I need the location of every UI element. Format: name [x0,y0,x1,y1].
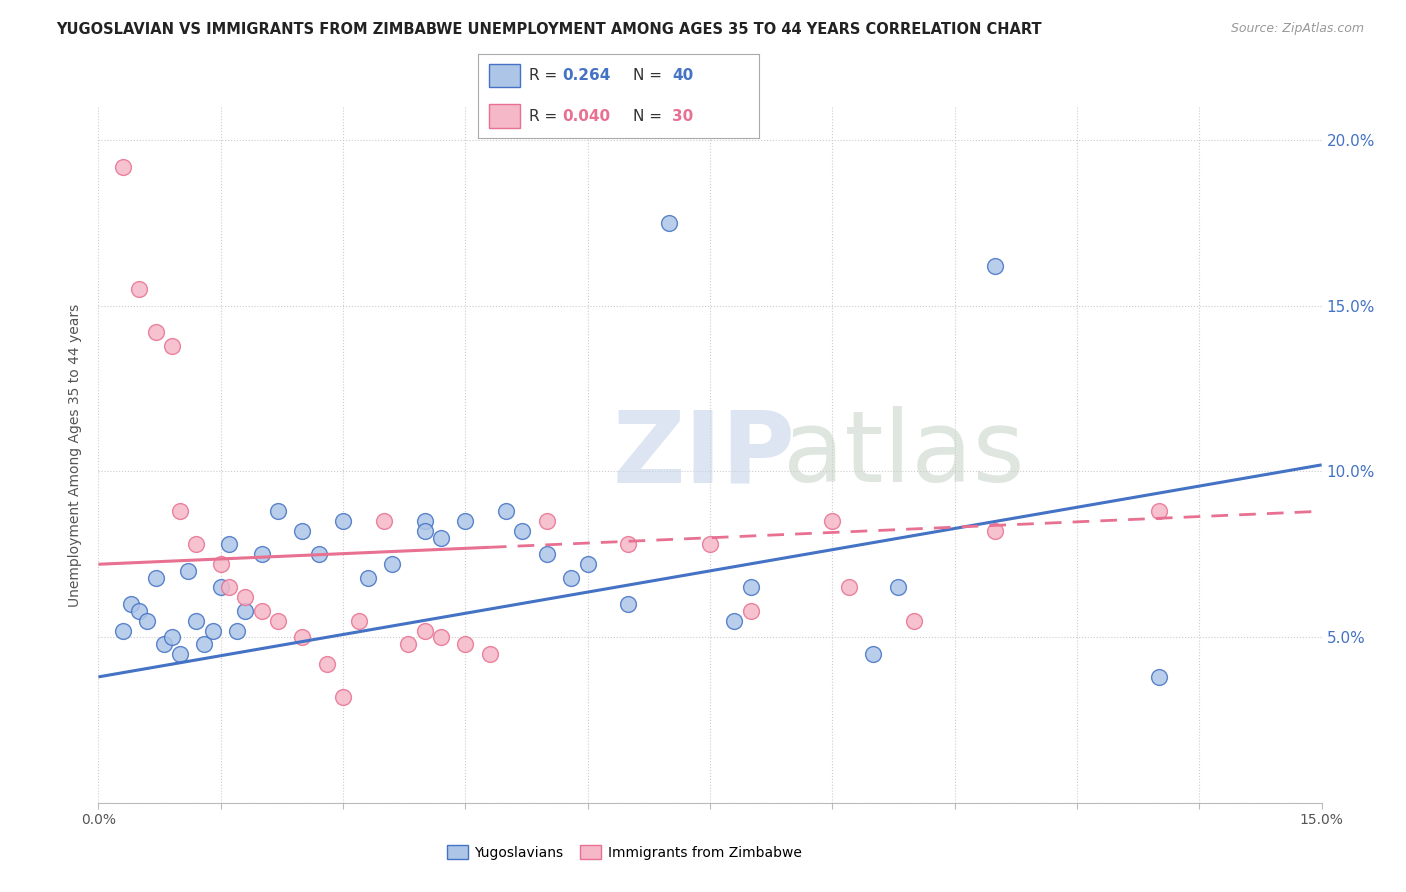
Point [201,624,224,638]
Point [267,504,290,518]
Point [291,630,314,644]
Point [308,547,330,561]
Point [430,630,453,644]
Point [984,259,1007,273]
Point [160,338,183,352]
Point [1147,504,1170,518]
Point [576,558,599,572]
Point [862,647,884,661]
Point [120,597,142,611]
Point [658,216,681,230]
Point [267,614,290,628]
Point [128,282,150,296]
Text: ZIP: ZIP [612,407,794,503]
Point [413,624,436,638]
Point [250,547,273,561]
Point [838,581,860,595]
Point [152,637,174,651]
Point [984,524,1007,538]
Point [723,614,745,628]
Point [495,504,517,518]
Text: R =: R = [529,68,562,83]
Point [218,581,240,595]
Point [349,614,371,628]
Point [209,558,232,572]
Point [145,326,167,340]
Point [886,581,908,595]
Bar [489,104,520,128]
Text: N =: N = [633,109,666,124]
Bar [489,63,520,87]
Text: atlas: atlas [783,407,1025,503]
Point [169,647,191,661]
Point [536,514,558,528]
Point [413,524,436,538]
Text: Source: ZipAtlas.com: Source: ZipAtlas.com [1230,22,1364,36]
Point [821,514,844,528]
Point [169,504,191,518]
Point [1147,670,1170,684]
Point [699,537,721,551]
Point [332,690,354,704]
Point [209,581,232,595]
Text: N =: N = [633,68,666,83]
Point [454,514,477,528]
Point [193,637,215,651]
Text: 30: 30 [672,109,693,124]
Point [454,637,477,651]
Point [536,547,558,561]
Point [903,614,925,628]
Point [740,604,762,618]
Point [233,591,256,605]
Point [478,647,501,661]
Point [381,558,404,572]
Point [250,604,273,618]
Point [218,537,240,551]
Point [356,570,378,584]
Point [617,537,640,551]
Point [233,604,256,618]
Point [226,624,249,638]
Point [315,657,337,671]
Point [160,630,183,644]
Point [740,581,762,595]
Point [145,570,167,584]
Text: 0.264: 0.264 [562,68,610,83]
Point [186,614,208,628]
Point [177,564,200,578]
Point [111,160,134,174]
Point [430,531,453,545]
Point [111,624,134,638]
Point [136,614,159,628]
Point [413,514,436,528]
Point [332,514,354,528]
Text: 0.040: 0.040 [562,109,610,124]
Point [396,637,419,651]
Legend: Yugoslavians, Immigrants from Zimbabwe: Yugoslavians, Immigrants from Zimbabwe [441,840,807,865]
Point [373,514,395,528]
Point [186,537,208,551]
Y-axis label: Unemployment Among Ages 35 to 44 years: Unemployment Among Ages 35 to 44 years [69,303,83,607]
Point [512,524,534,538]
Point [128,604,150,618]
Text: YUGOSLAVIAN VS IMMIGRANTS FROM ZIMBABWE UNEMPLOYMENT AMONG AGES 35 TO 44 YEARS C: YUGOSLAVIAN VS IMMIGRANTS FROM ZIMBABWE … [56,22,1042,37]
Point [617,597,640,611]
Text: R =: R = [529,109,562,124]
Text: 40: 40 [672,68,693,83]
Point [560,570,582,584]
Point [291,524,314,538]
